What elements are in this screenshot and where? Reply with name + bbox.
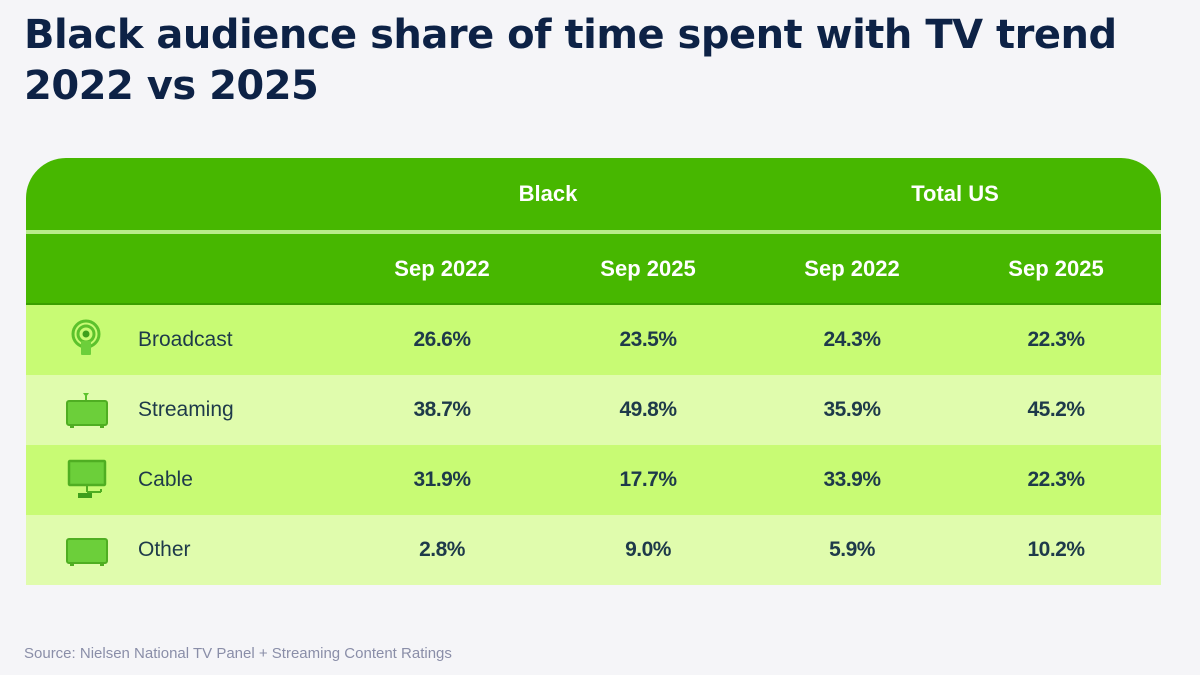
streaming-box-icon [66,393,108,428]
table-cell: 24.3% [823,328,881,351]
table-row-streaming: Streaming 38.7% 49.8% 35.9% 45.2% [26,375,1161,445]
column-header: Sep 2022 [394,256,490,281]
table-cell: 23.5% [619,328,677,351]
table-cell: 22.3% [1027,328,1085,351]
table-row-broadcast: Broadcast 26.6% 23.5% 24.3% 22.3% [26,305,1161,375]
table-cell: 2.8% [419,538,465,561]
group-header-total-us: Total US [911,181,999,206]
row-label: Streaming [138,398,234,421]
column-header: Sep 2025 [600,256,696,281]
row-label: Broadcast [138,328,233,351]
table-cell: 26.6% [413,328,471,351]
cable-tv-icon [67,459,107,498]
table-cell: 9.0% [625,538,671,561]
table-cell: 38.7% [413,398,471,421]
row-label: Other [138,538,191,561]
table-cell: 35.9% [823,398,881,421]
header-bottom-border [26,303,1161,305]
source-note: Source: Nielsen National TV Panel + Stre… [24,645,452,662]
table-row-other: Other 2.8% 9.0% 5.9% 10.2% [26,515,1161,585]
table-row-cable: Cable 31.9% 17.7% 33.9% 22.3% [26,445,1161,515]
table-cell: 49.8% [619,398,677,421]
row-label: Cable [138,468,193,491]
other-device-icon [66,538,108,566]
broadcast-antenna-icon [71,319,101,355]
column-header: Sep 2022 [804,256,900,281]
column-header-row: Sep 2022 Sep 2025 Sep 2022 Sep 2025 [26,234,1161,303]
table-cell: 33.9% [823,468,881,491]
table-cell: 17.7% [619,468,677,491]
column-header: Sep 2025 [1008,256,1104,281]
table-cell: 45.2% [1027,398,1085,421]
data-table: Black Total US Sep 2022 Sep 2025 Sep 202… [26,158,1161,585]
table-cell: 31.9% [413,468,471,491]
group-header-black: Black [518,181,578,206]
group-header-row: Black Total US [26,158,1161,230]
table-cell: 5.9% [829,538,875,561]
header-divider [26,230,1161,234]
table-cell: 22.3% [1027,468,1085,491]
table-cell: 10.2% [1027,538,1085,561]
page-title: Black audience share of time spent with … [24,12,1117,109]
